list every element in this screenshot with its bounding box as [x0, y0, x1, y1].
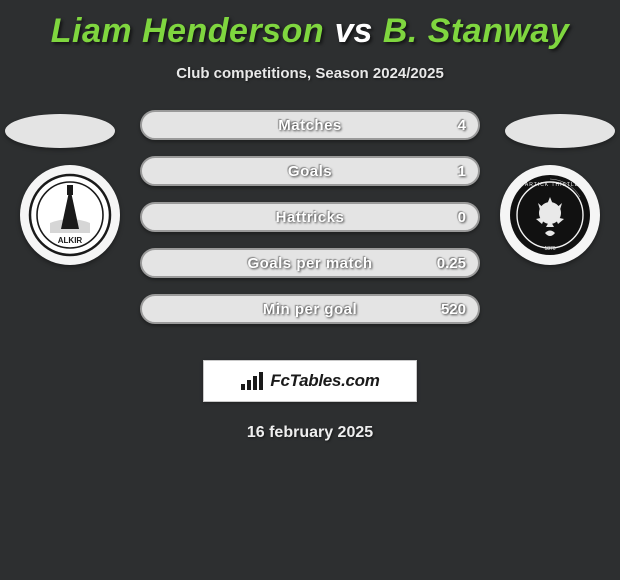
stat-label: Matches [278, 117, 342, 134]
stat-right-value: 1 [458, 163, 466, 180]
generated-date: 16 february 2025 [0, 424, 620, 442]
comparison-title: Liam Henderson vs B. Stanway [0, 0, 620, 51]
brand-watermark[interactable]: FcTables.com [203, 360, 417, 402]
stat-label: Goals per match [247, 255, 372, 272]
stat-right-value: 0.25 [437, 255, 466, 272]
stat-right-value: 520 [441, 301, 466, 318]
stat-row-mpg: Min per goal 520 [140, 294, 480, 324]
stat-label: Min per goal [263, 301, 357, 318]
svg-text:ALKIR: ALKIR [58, 236, 83, 245]
right-player-oval [505, 114, 615, 148]
left-club-badge: ALKIR [20, 165, 120, 265]
stat-right-value: 4 [458, 117, 466, 134]
stat-row-hattricks: Hattricks 0 [140, 202, 480, 232]
partick-thistle-crest-icon: PARTICK THISTLE 1876 [508, 173, 592, 257]
subtitle-text: Club competitions, Season 2024/2025 [0, 65, 620, 82]
stat-right-value: 0 [458, 209, 466, 226]
right-club-badge: PARTICK THISTLE 1876 [500, 165, 600, 265]
stat-label: Goals [288, 163, 332, 180]
comparison-body: ALKIR PARTICK THISTLE 1876 Matches [0, 110, 620, 340]
brand-text: FcTables.com [270, 371, 379, 391]
stat-rows: Matches 4 Goals 1 Hattricks 0 Goals per … [140, 110, 480, 324]
falkirk-crest-icon: ALKIR [28, 173, 112, 257]
svg-text:PARTICK THISTLE: PARTICK THISTLE [521, 182, 579, 188]
player-right-name: B. Stanway [383, 12, 569, 50]
bars-icon [240, 370, 264, 392]
svg-text:1876: 1876 [544, 246, 555, 252]
stat-label: Hattricks [276, 209, 345, 226]
player-left-name: Liam Henderson [51, 12, 324, 50]
vs-separator: vs [335, 12, 373, 50]
stat-row-gpm: Goals per match 0.25 [140, 248, 480, 278]
left-player-oval [5, 114, 115, 148]
stat-row-goals: Goals 1 [140, 156, 480, 186]
stat-row-matches: Matches 4 [140, 110, 480, 140]
